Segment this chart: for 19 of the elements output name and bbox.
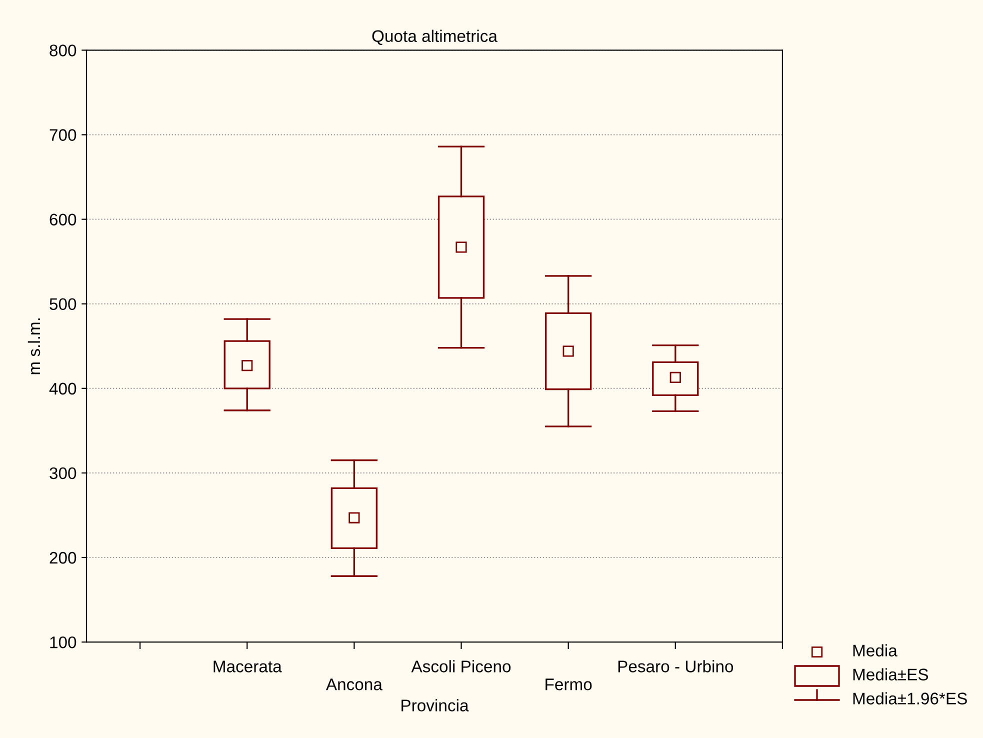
text: Media±1.96*ES bbox=[853, 692, 967, 704]
y-axis-title: m s.l.m. bbox=[28, 318, 40, 374]
x-tick-label: Macerata bbox=[214, 660, 282, 672]
y-tick-label: 500 bbox=[50, 298, 76, 310]
x-tick-label: Fermo bbox=[546, 678, 592, 690]
y-tick-label: 100 bbox=[50, 636, 76, 648]
y-tick-label: 400 bbox=[49, 382, 76, 395]
x-tick-label: Pesaro - Urbino bbox=[618, 660, 734, 672]
text: Media±ES bbox=[853, 668, 928, 680]
x-tick-label: Ascoli Piceno bbox=[411, 660, 511, 672]
y-tick-label: 600 bbox=[50, 214, 76, 226]
y-tick-label: 300 bbox=[50, 467, 76, 480]
text: Media bbox=[853, 644, 898, 656]
x-tick-label: Ancona bbox=[326, 678, 382, 690]
x-axis-title: Provincia bbox=[402, 699, 469, 712]
y-tick-label: 800 bbox=[50, 44, 76, 56]
chart-title: Quota altimetrica bbox=[372, 30, 498, 45]
y-tick-label: 700 bbox=[50, 129, 76, 141]
y-tick-label: 200 bbox=[50, 552, 76, 564]
